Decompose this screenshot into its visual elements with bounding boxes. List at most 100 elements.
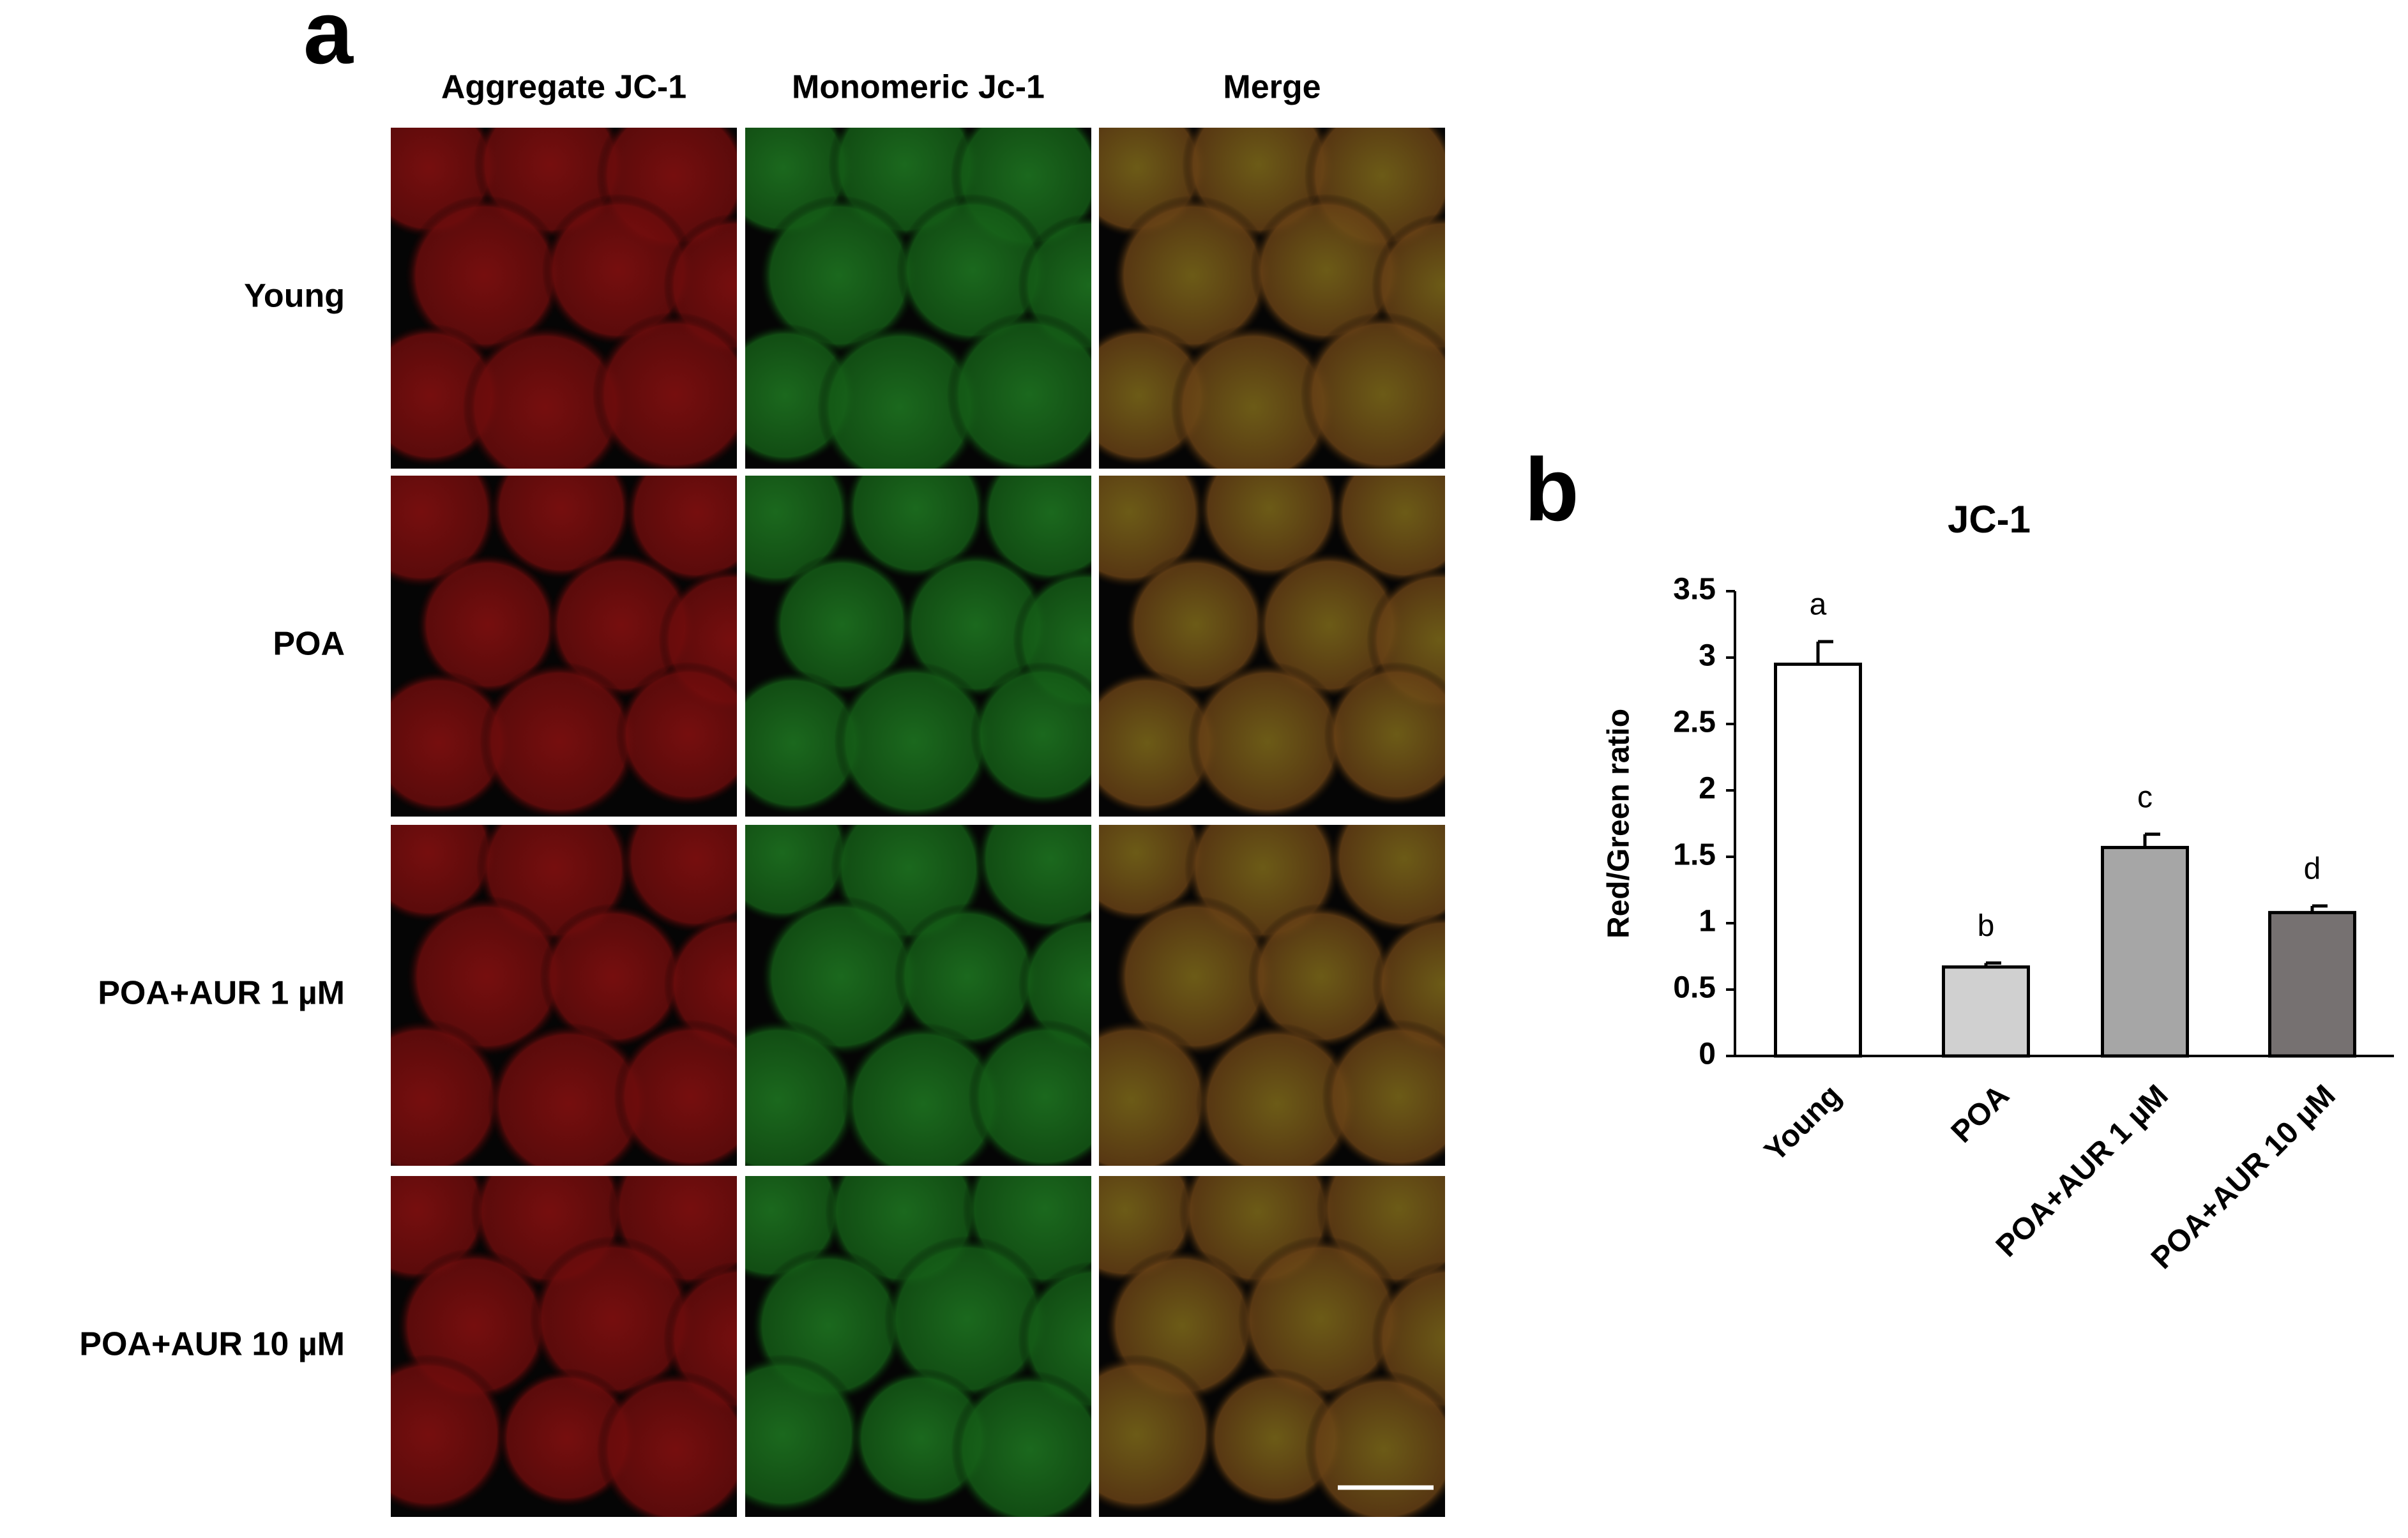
cells [391,476,737,817]
cell [968,1019,1091,1166]
cell [1300,312,1445,469]
cell [489,476,633,580]
bar [2268,910,2356,1058]
row-label: POA+AUR 1 µM [98,975,345,1012]
cell [462,324,628,469]
cell [616,661,737,808]
cell [1305,1370,1445,1517]
cells [745,128,1091,469]
significance-label: c [2137,780,2153,814]
cell [770,552,914,697]
panel-label: b [1524,439,1579,539]
cell [1322,1019,1445,1166]
cell [894,903,1041,1050]
cell [896,193,1049,347]
bar-chart: JC-1 Red/Green ratio 0 0.5 1 1.5 2 2.5 3 3.5 a Youn… [1602,498,2394,1276]
column-header: Merge [1223,69,1321,106]
micrograph [745,476,1091,817]
significance-label: a [1810,588,1827,622]
bar [1942,965,2030,1058]
micrograph [391,476,737,817]
cell [951,1370,1091,1517]
y-tick-label: 0 [1699,1037,1716,1071]
cells [1099,1176,1445,1517]
cell [745,1018,859,1166]
cell [596,1370,737,1517]
micrograph [1099,1176,1445,1517]
column-header: Aggregate JC-1 [441,69,686,106]
cell [970,661,1091,808]
row-label: POA+AUR 10 µM [79,1326,345,1363]
bar [1774,662,1862,1058]
cell [391,670,512,816]
x-tick-label: POA [1945,1078,2016,1149]
micrograph-grid: Aggregate JC-1 Monomeric Jc-1 Merge Young PO… [79,69,1445,1517]
micrograph [745,1176,1091,1517]
cells [1099,476,1445,817]
cell [620,825,737,935]
cell [405,895,568,1058]
x-tick-label: POA+AUR 1 µM [1990,1078,2175,1263]
cell [391,1018,505,1166]
cell [1112,195,1273,356]
cell [540,903,686,1050]
micrograph [1099,128,1445,469]
cell [901,550,1050,700]
cell [1099,1018,1213,1166]
cell [758,195,920,356]
cell [1255,550,1404,700]
cell [487,1022,650,1166]
cell [1328,825,1445,935]
cell [1195,1022,1358,1166]
cell [946,312,1091,469]
cell [529,1235,696,1402]
y-axis-label: Red/Green ratio [1602,709,1636,939]
panel-label: a [303,0,354,82]
micrograph [1099,825,1445,1166]
cell [1248,903,1395,1050]
micrograph [745,128,1091,469]
cell [844,476,988,580]
y-tick-label: 3.5 [1673,573,1716,607]
cell [1188,661,1348,817]
column-header: Monomeric Jc-1 [792,69,1045,106]
cell [404,195,565,356]
y-tick-label: 2.5 [1673,705,1716,739]
cell [834,661,994,817]
cells [391,825,737,1166]
y-tick-label: 3 [1699,639,1716,673]
cell [842,1022,1004,1166]
cell [1324,661,1445,808]
cells [1099,128,1445,469]
cell [1124,552,1268,697]
cell [391,1354,509,1515]
micrograph [745,825,1091,1166]
cell [416,552,560,697]
y-tick-label: 1 [1699,905,1716,939]
cell [745,1354,863,1515]
cell [592,312,737,469]
cells [1099,825,1445,1166]
cells [745,476,1091,817]
significance-label: b [1978,909,1995,943]
cell [547,550,696,700]
cell [1238,1235,1404,1402]
cell [974,825,1091,935]
cell [884,1235,1050,1402]
cell [1250,193,1403,347]
y-tick-label: 0.5 [1673,971,1716,1005]
cells [391,128,737,469]
row-label: Young [244,278,345,315]
x-tick-label: POA+AUR 10 µM [2145,1078,2342,1276]
cells [391,1176,737,1517]
bar [2101,845,2189,1058]
cell [1114,895,1276,1058]
micrograph [1099,476,1445,817]
cell [745,670,867,816]
y-tick-label: 2 [1699,772,1716,806]
cell [614,1019,737,1166]
cell [541,193,695,347]
chart-title: JC-1 [1948,498,2031,541]
y-tick-label: 1.5 [1673,838,1716,872]
